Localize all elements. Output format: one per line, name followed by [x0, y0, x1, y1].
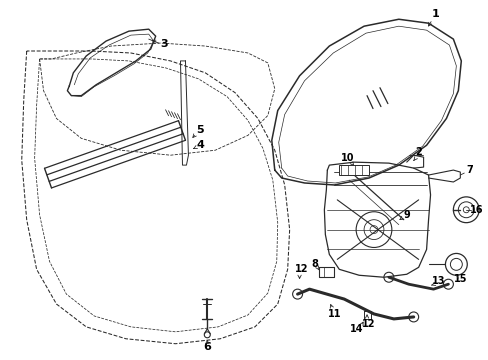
Text: 8: 8 [310, 259, 317, 269]
Text: 12: 12 [362, 319, 375, 329]
Text: 12: 12 [294, 264, 307, 274]
Text: 6: 6 [203, 342, 211, 352]
Text: 9: 9 [403, 210, 409, 220]
Text: 2: 2 [414, 147, 421, 157]
Text: 3: 3 [160, 39, 167, 49]
Text: 14: 14 [350, 324, 363, 334]
Text: 4: 4 [196, 140, 204, 150]
Text: 13: 13 [431, 276, 445, 286]
Text: 10: 10 [340, 153, 353, 163]
Text: 7: 7 [465, 165, 472, 175]
Text: 1: 1 [431, 9, 439, 19]
Bar [339, 165, 368, 175]
Text: 5: 5 [196, 125, 203, 135]
Text: 15: 15 [453, 274, 466, 284]
Text: 16: 16 [468, 205, 482, 215]
Text: 11: 11 [327, 309, 340, 319]
